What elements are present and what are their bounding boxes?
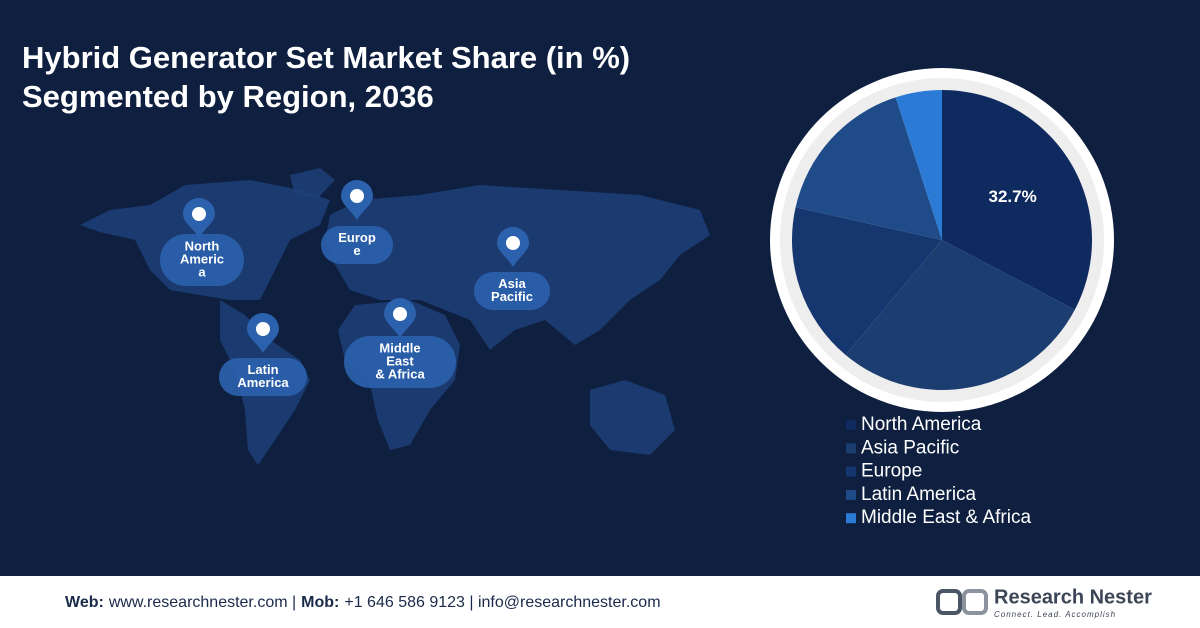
pie-slice [795,97,942,240]
pie-slice [895,90,942,240]
legend-swatch [846,443,856,454]
legend-swatch [846,466,856,477]
region-label: America [237,375,289,390]
legend-swatch [846,489,856,500]
region-label: Asia [498,276,526,291]
legend-label: Europe [861,461,922,482]
region-label: Latin [247,362,278,377]
logo-icon [936,589,988,615]
footer-contact: Web: www.researchnester.com | Mob: +1 646 5… [65,594,661,611]
tagline: Connect. Lead. Accomplish [994,610,1116,619]
chart-title: Hybrid Generator Set Market Share (in %) [22,40,630,75]
region-label: Europ [338,230,376,245]
legend-label: North America [861,414,982,435]
map-pin-dot [350,189,364,203]
chart-title: Segmented by Region, 2036 [22,79,434,114]
region-label: a [198,264,206,279]
pie-slice [942,90,1092,310]
region-label: Middle [379,340,420,355]
map-pin-dot [393,307,407,321]
region-label-box [160,234,244,286]
region-label: Americ [180,251,224,266]
region-label-box [219,358,307,396]
legend-swatch [846,513,856,524]
contact-part: Mob: [301,594,339,611]
map-pin-dot [192,207,206,221]
map-pin-dot [256,322,270,336]
region-label: Pacific [491,289,533,304]
map-pins: NorthAmericaEuropeAsiaPacificLatinAmeric… [160,180,550,396]
brand: Research Nester [994,586,1152,608]
legend-label: Latin America [861,484,977,505]
legend-swatch [846,420,856,430]
region-label: East [386,353,414,368]
data-label: 32.7% [989,187,1037,206]
region-label-box [344,336,456,388]
legend-label: Asia Pacific [861,437,959,458]
pie-slice [792,207,942,355]
contact-part: www.researchnester.com | [108,594,296,611]
footer-bar [0,576,1200,628]
region-label-box [321,226,393,264]
region-label: North [185,238,220,253]
pie-slice [845,240,1075,390]
legend-label: Middle East & Africa [861,507,1031,528]
contact-part: +1 646 586 9123 | info@researchnester.co… [344,594,660,611]
region-label: e [353,243,360,258]
pie: 32.7% [792,90,1092,390]
region-label: & Africa [375,366,425,381]
region-label-box [474,272,550,310]
map-pin-dot [506,236,520,250]
contact-part: Web: [65,594,104,611]
